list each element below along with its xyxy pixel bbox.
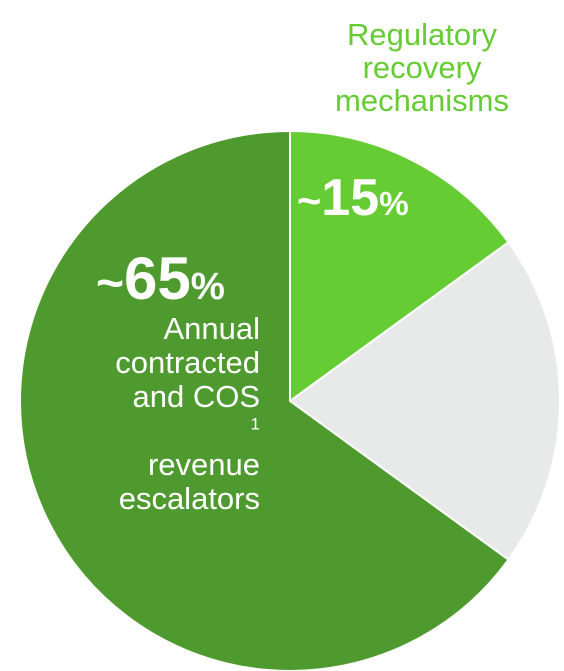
annual-label-line-5: escalators: [118, 481, 260, 516]
annual-escalators-label: Annual contracted and COS 1 revenue escal…: [115, 312, 260, 516]
regulatory-label-line-2: recovery: [362, 50, 482, 85]
pie-slice-regulatory: [289, 129, 510, 403]
small-pct-tilde: ~: [297, 177, 322, 224]
small-pct-value: 15: [321, 169, 380, 227]
annual-label-line-4: revenue: [147, 447, 260, 482]
regulatory-recovery-label: Regulatory recovery mechanisms: [318, 18, 526, 117]
annual-label-line-1: Annual: [163, 311, 260, 346]
annual-label-line-2: contracted: [115, 345, 260, 380]
pie-slice-other: [288, 240, 561, 562]
large-pct-value: 65: [124, 245, 191, 312]
slice-15-percent-label: ~15%: [297, 168, 409, 235]
footnote-marker: 1: [250, 414, 260, 434]
pie-slice-annual-escalators: [19, 129, 510, 671]
small-pct-sign: %: [379, 186, 409, 223]
large-pct-sign: %: [190, 265, 225, 308]
large-pct-tilde: ~: [96, 257, 125, 310]
regulatory-label-line-3: mechanisms: [335, 83, 509, 118]
regulatory-label-line-1: Regulatory: [347, 17, 497, 52]
annual-label-line-3: and COS 1: [115, 380, 260, 448]
slice-65-percent-label: ~65%: [96, 245, 225, 321]
annual-label-line-3-text: and COS: [132, 379, 260, 414]
